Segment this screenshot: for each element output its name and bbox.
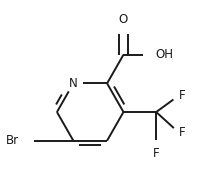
Text: OH: OH	[155, 48, 173, 61]
Text: F: F	[153, 147, 159, 160]
Text: F: F	[179, 126, 185, 139]
Text: F: F	[179, 89, 185, 102]
Text: Br: Br	[6, 134, 19, 147]
Text: N: N	[69, 77, 78, 90]
Text: O: O	[119, 13, 128, 26]
